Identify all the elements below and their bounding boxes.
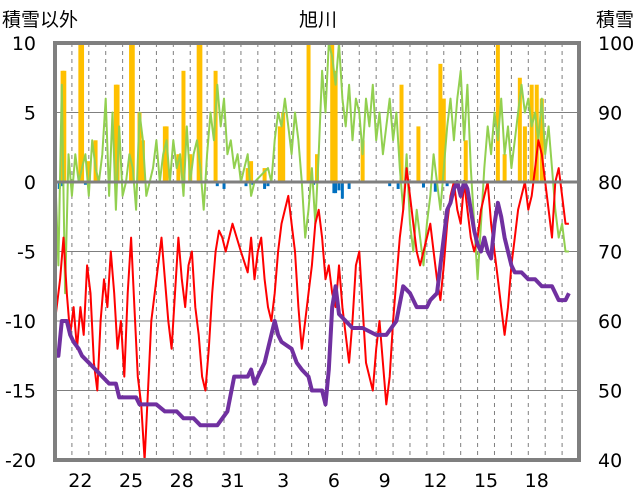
chart-title: 旭川 — [299, 9, 337, 31]
right-tick-label: 40 — [598, 450, 622, 472]
sunshine-bar — [502, 154, 507, 182]
sunshine-bar — [62, 70, 67, 182]
sunshine-bar — [315, 154, 319, 182]
left-axis-label: 積雪以外 — [2, 9, 78, 31]
right-axis-ticks: 100 90 80 70 60 50 40 — [598, 33, 634, 472]
left-tick-label: -15 — [5, 381, 36, 403]
x-axis-ticks: 22 25 28 31 3 6 9 12 15 18 — [68, 470, 549, 492]
x-tick-label: 3 — [277, 470, 289, 492]
precipitation-bar — [340, 182, 344, 199]
sunshine-bar — [80, 43, 85, 182]
right-tick-label: 60 — [598, 311, 622, 333]
sunshine-bar — [360, 140, 365, 182]
right-tick-label: 50 — [598, 381, 622, 403]
sunshine-bar — [333, 70, 338, 182]
left-tick-label: -20 — [5, 450, 36, 472]
left-tick-label: 10 — [12, 33, 36, 55]
precipitation-bar — [266, 182, 270, 187]
sunshine-bar — [164, 126, 169, 182]
precipitation-bar — [337, 182, 341, 191]
sunshine-bar — [330, 43, 335, 182]
sunshine-bar — [495, 43, 500, 182]
sunshine-bar — [115, 84, 120, 182]
precipitation-bar — [263, 182, 267, 189]
sunshine-bar — [137, 112, 142, 182]
sunshine-bar — [416, 126, 421, 182]
sunshine-bar — [140, 140, 145, 182]
precipitation-bar — [421, 182, 425, 188]
snow-depth-line — [55, 180, 571, 428]
right-tick-label: 100 — [598, 33, 634, 55]
sunshine-bar — [277, 126, 282, 182]
x-tick-label: 18 — [525, 470, 549, 492]
left-axis-ticks: 10 5 0 -5 -10 -15 -20 — [5, 33, 36, 472]
sunshine-bar — [281, 112, 286, 182]
x-tick-label: 28 — [170, 470, 194, 492]
sunshine-bar — [262, 168, 267, 182]
left-tick-label: -5 — [17, 242, 36, 264]
x-tick-label: 6 — [328, 470, 340, 492]
plot-frame — [53, 41, 581, 462]
wind-line — [54, 42, 569, 295]
sunshine-bar — [176, 154, 181, 182]
x-tick-label: 25 — [119, 470, 143, 492]
sunshine-bar — [438, 63, 443, 182]
left-tick-label: -10 — [5, 311, 36, 333]
sunshine-bar — [198, 43, 203, 182]
right-tick-label: 70 — [598, 242, 622, 264]
precipitation-bar — [222, 182, 226, 189]
x-tick-label: 15 — [474, 470, 498, 492]
left-tick-label: 5 — [24, 103, 36, 125]
sunshine-bar — [463, 140, 468, 182]
precipitation-bar — [396, 182, 400, 189]
sunshine-bar — [539, 98, 544, 182]
temperature-series — [54, 139, 569, 461]
sunshine-bar — [529, 84, 534, 182]
left-tick-label: 0 — [24, 172, 36, 194]
sunshine-bar — [181, 70, 186, 182]
precipitation-bar — [332, 182, 336, 194]
right-tick-label: 80 — [598, 172, 622, 194]
precipitation-bar — [388, 182, 392, 187]
x-tick-label: 12 — [423, 470, 447, 492]
sunshine-bar — [441, 98, 446, 182]
temperature-line — [54, 139, 569, 461]
x-tick-label: 31 — [220, 470, 244, 492]
right-axis-label: 積雪 — [596, 9, 634, 31]
sunshine-bar — [399, 84, 404, 182]
precipitation-bar — [334, 182, 338, 194]
x-tick-label: 9 — [379, 470, 391, 492]
sunshine-bar — [130, 43, 135, 182]
sunshine-bar — [517, 77, 522, 182]
snow-depth-series — [55, 180, 571, 428]
sunshine-bar — [86, 161, 91, 182]
sunshine-bar — [245, 168, 250, 182]
sunshine-bar — [249, 161, 254, 182]
x-tick-label: 22 — [68, 470, 92, 492]
precipitation-bar — [445, 182, 449, 187]
sunshine-bar — [522, 126, 527, 182]
precipitation-bar — [347, 182, 351, 189]
sunshine-bar — [306, 43, 311, 182]
right-tick-label: 90 — [598, 103, 622, 125]
precipitation-bar — [433, 182, 437, 192]
precipitation-bar — [244, 182, 248, 187]
wind-series — [54, 42, 569, 295]
precipitation-bar — [215, 182, 219, 187]
